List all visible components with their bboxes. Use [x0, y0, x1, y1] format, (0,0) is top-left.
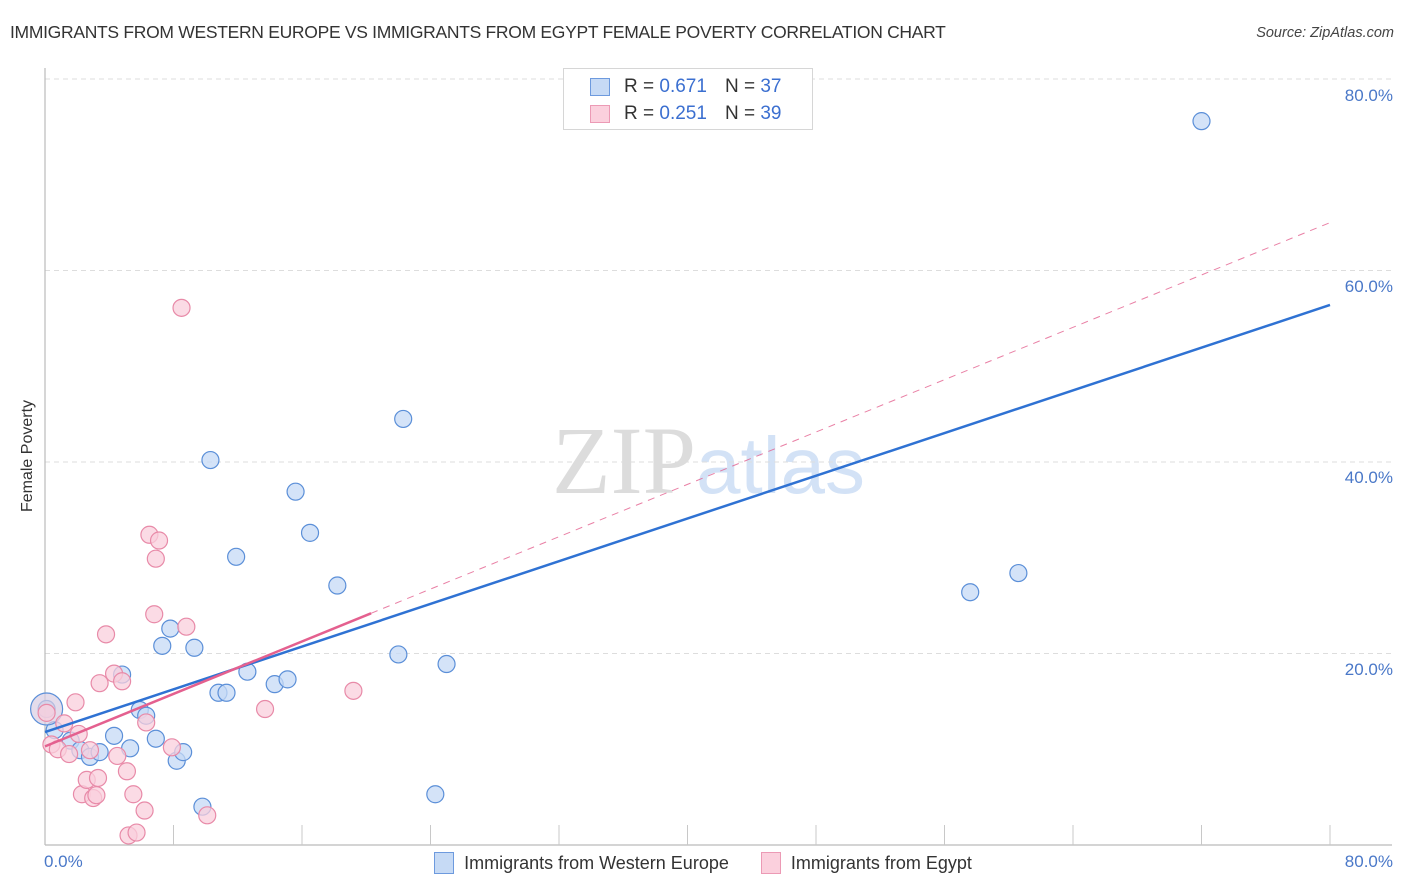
series-egypt-points	[37, 298, 363, 845]
r-label: R =	[624, 103, 655, 124]
data-point	[135, 801, 154, 820]
x-tick-max: 80.0%	[1344, 852, 1393, 871]
data-point	[328, 576, 347, 595]
r-value: 0.671	[659, 76, 707, 97]
data-point	[153, 636, 172, 655]
data-point	[117, 762, 137, 781]
data-point	[278, 670, 297, 689]
data-point	[344, 681, 363, 700]
data-point	[87, 786, 106, 805]
trend-line-western-europe	[44, 303, 1331, 734]
data-point	[201, 450, 220, 470]
data-point	[198, 806, 217, 825]
watermark-zip: ZIP	[552, 407, 696, 514]
trend-line-egypt	[370, 222, 1331, 614]
data-point	[255, 699, 275, 719]
trend-lines	[44, 222, 1331, 748]
data-point	[88, 768, 108, 788]
data-point	[146, 729, 165, 748]
y-tick-40: 40.0%	[1344, 468, 1393, 487]
data-point	[1192, 112, 1211, 131]
data-point	[437, 654, 456, 674]
data-point	[286, 482, 305, 501]
data-point	[104, 726, 124, 745]
data-point	[389, 645, 408, 664]
data-point	[90, 674, 109, 693]
pink-swatch-icon	[590, 105, 610, 123]
data-point	[961, 583, 980, 602]
r-label: R =	[624, 76, 655, 97]
data-point	[59, 744, 79, 764]
data-point	[96, 625, 116, 644]
watermark-atlas: atlas	[696, 421, 865, 510]
legend-label: Immigrants from Egypt	[790, 852, 972, 873]
watermark: ZIPatlas	[552, 405, 865, 516]
blue-swatch-icon	[434, 852, 455, 874]
data-point	[161, 619, 180, 638]
y-tick-80: 80.0%	[1344, 86, 1393, 105]
data-point	[137, 713, 156, 732]
data-point	[394, 409, 413, 429]
chart-title: IMMIGRANTS FROM WESTERN EUROPE VS IMMIGR…	[10, 22, 946, 42]
legend-item-egypt[interactable]: Immigrants from Egypt	[760, 852, 972, 874]
stats-row-egypt: R = 0.251 N = 39	[590, 102, 781, 126]
data-point	[172, 298, 191, 317]
n-value: 37	[760, 76, 782, 97]
data-point	[80, 741, 100, 760]
data-point	[108, 746, 127, 766]
data-point	[127, 823, 146, 842]
y-tick-60: 60.0%	[1344, 277, 1393, 296]
data-point	[227, 547, 246, 566]
axes	[44, 68, 1392, 846]
legend-item-western-europe[interactable]: Immigrants from Western Europe	[434, 852, 729, 874]
blue-swatch-icon	[590, 78, 610, 96]
data-point	[426, 785, 445, 804]
data-point	[37, 703, 56, 722]
data-point	[162, 738, 181, 757]
data-point	[217, 683, 236, 702]
trend-line-egypt	[44, 612, 372, 748]
data-point	[146, 549, 165, 568]
y-axis-label: Female Poverty	[19, 399, 36, 513]
data-point	[185, 638, 204, 657]
data-point	[1009, 563, 1028, 583]
stats-box: R = 0.671 N = 37 R = 0.251 N = 39	[563, 68, 813, 130]
chart-legend: Immigrants from Western Europe Immigrant…	[0, 852, 1406, 874]
data-point	[66, 693, 85, 712]
legend-label: Immigrants from Western Europe	[464, 852, 729, 873]
n-label: N =	[724, 76, 756, 97]
series-western-europe-points	[30, 112, 1211, 816]
grid-lines	[45, 78, 1392, 654]
data-point	[300, 523, 320, 542]
data-point	[145, 605, 164, 624]
data-point	[177, 617, 196, 636]
n-label: N =	[724, 103, 756, 124]
source-label: Source: ZipAtlas.com	[1256, 25, 1394, 41]
data-point	[149, 531, 169, 550]
pink-swatch-icon	[760, 852, 781, 874]
stats-row-western-europe: R = 0.671 N = 37	[590, 75, 781, 99]
x-tick-min: 0.0%	[44, 852, 83, 871]
y-tick-20: 20.0%	[1344, 660, 1393, 679]
data-point	[124, 785, 143, 804]
r-value: 0.251	[659, 103, 707, 124]
data-point	[112, 672, 132, 691]
n-value: 39	[760, 103, 782, 124]
